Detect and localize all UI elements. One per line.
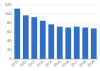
x-tick-label: 2019 [87,59,95,67]
grid-line [13,5,98,6]
y-tick-label: 120 [5,2,12,7]
x-tick-label: 2016 [61,59,69,67]
bars [14,9,96,59]
y-tick-label: 20 [7,47,12,52]
bar [74,27,80,59]
y-tick-label: 100 [5,11,12,16]
bar [23,15,29,59]
y-tick-label: 40 [7,38,12,43]
bar [57,27,63,59]
x-axis [13,59,98,60]
x-tick-label: 2010 [10,59,18,67]
y-tick-label: 0 [9,56,12,61]
y-tick-label: 80 [7,20,12,25]
bar [40,21,46,59]
bar [31,17,37,59]
bar [65,28,71,60]
x-tick-label: 2011 [19,59,27,67]
x-tick-label: 2015 [53,59,61,67]
x-tick-label: 2014 [44,59,52,67]
bar [14,9,20,59]
chart: 0204060801001202010201120122013201420152… [0,0,100,71]
x-tick-label: 2017 [70,59,78,67]
bar [91,28,97,59]
x-tick-label: 2012 [27,59,35,67]
grid-line [13,14,98,15]
bar [48,24,54,59]
y-tick-label: 60 [7,29,12,34]
x-tick-label: 2018 [78,59,86,67]
x-tick-label: 2013 [36,59,44,67]
bar [82,28,88,60]
